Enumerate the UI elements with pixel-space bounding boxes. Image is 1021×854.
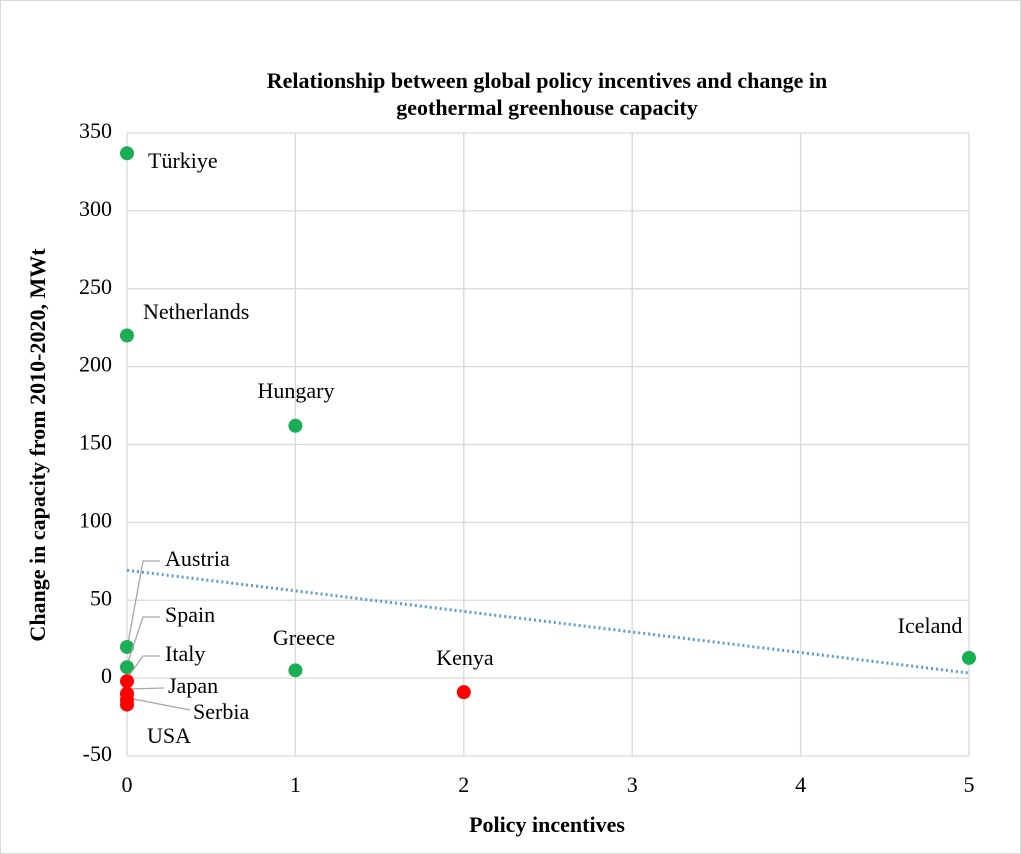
x-tick-label: 1 bbox=[290, 772, 301, 797]
x-tick-label: 4 bbox=[795, 772, 806, 797]
leader-line bbox=[127, 687, 165, 690]
point bbox=[120, 639, 134, 654]
point-label: Hungary bbox=[258, 378, 335, 403]
leader-line bbox=[127, 616, 160, 663]
point-label: Italy bbox=[165, 641, 205, 666]
point-label: Serbia bbox=[193, 699, 249, 724]
y-tick-label: 0 bbox=[101, 663, 112, 688]
grid bbox=[126, 132, 970, 757]
point bbox=[120, 674, 134, 689]
point bbox=[456, 685, 471, 700]
leader-line bbox=[127, 697, 191, 711]
point-label: Iceland bbox=[898, 613, 963, 638]
point bbox=[962, 650, 976, 665]
y-tick-label: -50 bbox=[83, 741, 112, 766]
point-label: Japan bbox=[168, 673, 218, 698]
x-axis-label: Policy incentives bbox=[469, 812, 625, 837]
point-label: Greece bbox=[273, 625, 335, 650]
point-label: Austria bbox=[165, 546, 230, 571]
point bbox=[120, 697, 134, 712]
point-label: Netherlands bbox=[143, 299, 249, 324]
chart-title: Relationship between global policy incen… bbox=[267, 68, 827, 120]
x-tick-label: 2 bbox=[458, 772, 469, 797]
y-axis-label: Change in capacity from 2010-2020, MWt bbox=[25, 248, 50, 642]
x-tick-label: 5 bbox=[964, 772, 975, 797]
point-label: USA bbox=[147, 723, 191, 748]
y-tick-label: 300 bbox=[79, 196, 112, 221]
y-tick-label: 250 bbox=[79, 274, 112, 299]
x-tick-label: 3 bbox=[627, 772, 638, 797]
y-tick-label: 350 bbox=[79, 118, 112, 143]
x-tick-label: 0 bbox=[122, 772, 133, 797]
y-tick-label: 200 bbox=[79, 352, 112, 377]
point-label: Türkiye bbox=[148, 148, 218, 173]
leader-line bbox=[127, 655, 160, 678]
point bbox=[120, 660, 134, 675]
point-label: Spain bbox=[165, 602, 215, 627]
point bbox=[288, 418, 303, 433]
trendline bbox=[126, 568, 970, 675]
y-tick-label: 150 bbox=[79, 430, 112, 455]
point bbox=[288, 663, 303, 678]
y-tick-label: 100 bbox=[79, 507, 112, 532]
point bbox=[120, 328, 134, 343]
marks: Türkiye Netherlands Hungary Austria Spain Ita… bbox=[120, 146, 976, 748]
point-label: Kenya bbox=[436, 645, 494, 670]
y-tick-label: 50 bbox=[90, 585, 112, 610]
point bbox=[120, 146, 134, 161]
leader-line bbox=[127, 560, 160, 644]
